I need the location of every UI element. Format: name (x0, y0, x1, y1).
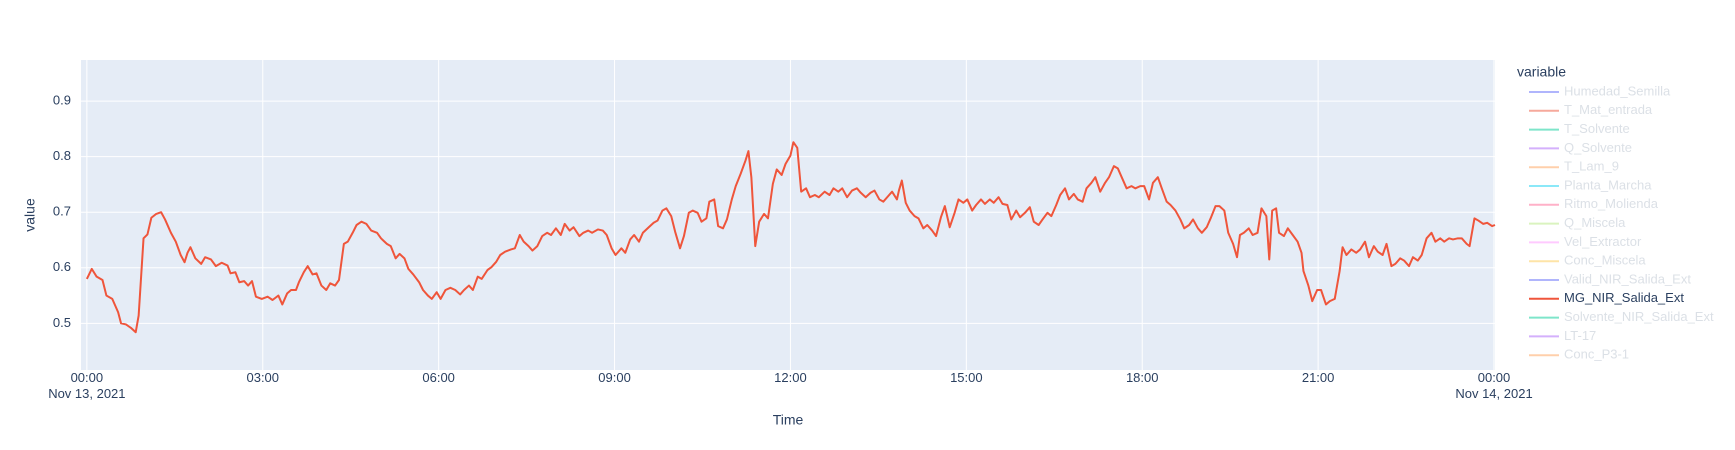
legend-entry[interactable]: Solvente_NIR_Salida_Ext (1529, 309, 1714, 324)
x-tick-label: 15:00 (950, 370, 983, 385)
x-tick-label: 21:00 (1302, 370, 1335, 385)
legend-label: Conc_Miscela (1564, 253, 1646, 268)
legend-label: T_Lam_9 (1564, 159, 1619, 174)
y-axis-title: value (22, 198, 38, 232)
legend-entry[interactable]: Ritmo_Molienda (1529, 196, 1659, 211)
legend-label: Conc_P3-1 (1564, 347, 1629, 362)
legend-label: Planta_Marcha (1564, 177, 1652, 192)
legend-entry[interactable]: Q_Miscela (1529, 215, 1626, 230)
legend-title: variable (1517, 64, 1566, 80)
legend-label: T_Solvente (1564, 121, 1630, 136)
legend-label: Q_Miscela (1564, 215, 1626, 230)
y-tick-label: 0.9 (53, 93, 71, 108)
legend-entry[interactable]: T_Lam_9 (1529, 159, 1619, 174)
y-tick-label: 0.8 (53, 148, 71, 163)
legend-label: Vel_Extractor (1564, 234, 1642, 249)
legend-label: Q_Solvente (1564, 140, 1632, 155)
legend-entry[interactable]: T_Mat_entrada (1529, 102, 1653, 117)
legend-entry[interactable]: Conc_P3-1 (1529, 347, 1629, 362)
legend-entry[interactable]: Q_Solvente (1529, 140, 1632, 155)
x-tick-label: 00:00 Nov 13, 2021 (48, 370, 125, 401)
y-tick-label: 0.5 (53, 315, 71, 330)
legend-entry[interactable]: Conc_Miscela (1529, 253, 1646, 268)
x-tick-label: 00:00 Nov 14, 2021 (1455, 370, 1532, 401)
legend-entry[interactable]: Humedad_Semilla (1529, 83, 1671, 98)
plot-area (81, 60, 1495, 370)
x-tick-label: 03:00 (246, 370, 279, 385)
legend-label: T_Mat_entrada (1564, 102, 1653, 117)
legend-label: Solvente_NIR_Salida_Ext (1564, 309, 1714, 324)
data-line (85, 141, 1496, 334)
legend-entry[interactable]: Valid_NIR_Salida_Ext (1529, 271, 1691, 286)
legend-label: LT-17 (1564, 328, 1596, 343)
legend-label: MG_NIR_Salida_Ext (1564, 290, 1684, 305)
x-tick-label: 06:00 (422, 370, 455, 385)
x-tick-label: 12:00 (774, 370, 807, 385)
legend-label: Ritmo_Molienda (1564, 196, 1659, 211)
legend-entry[interactable]: T_Solvente (1529, 121, 1630, 136)
x-tick-label: 09:00 (598, 370, 631, 385)
legend-entry[interactable]: LT-17 (1529, 328, 1596, 343)
y-tick-label: 0.7 (53, 204, 71, 219)
x-axis-title: Time (773, 412, 804, 428)
legend-entry[interactable]: MG_NIR_Salida_Ext (1529, 290, 1684, 305)
legend-label: Humedad_Semilla (1564, 83, 1671, 98)
legend-entry[interactable]: Vel_Extractor (1529, 234, 1642, 249)
y-tick-label: 0.6 (53, 259, 71, 274)
legend-label: Valid_NIR_Salida_Ext (1564, 271, 1691, 286)
x-tick-label: 18:00 (1126, 370, 1159, 385)
legend-entry[interactable]: Planta_Marcha (1529, 177, 1652, 192)
